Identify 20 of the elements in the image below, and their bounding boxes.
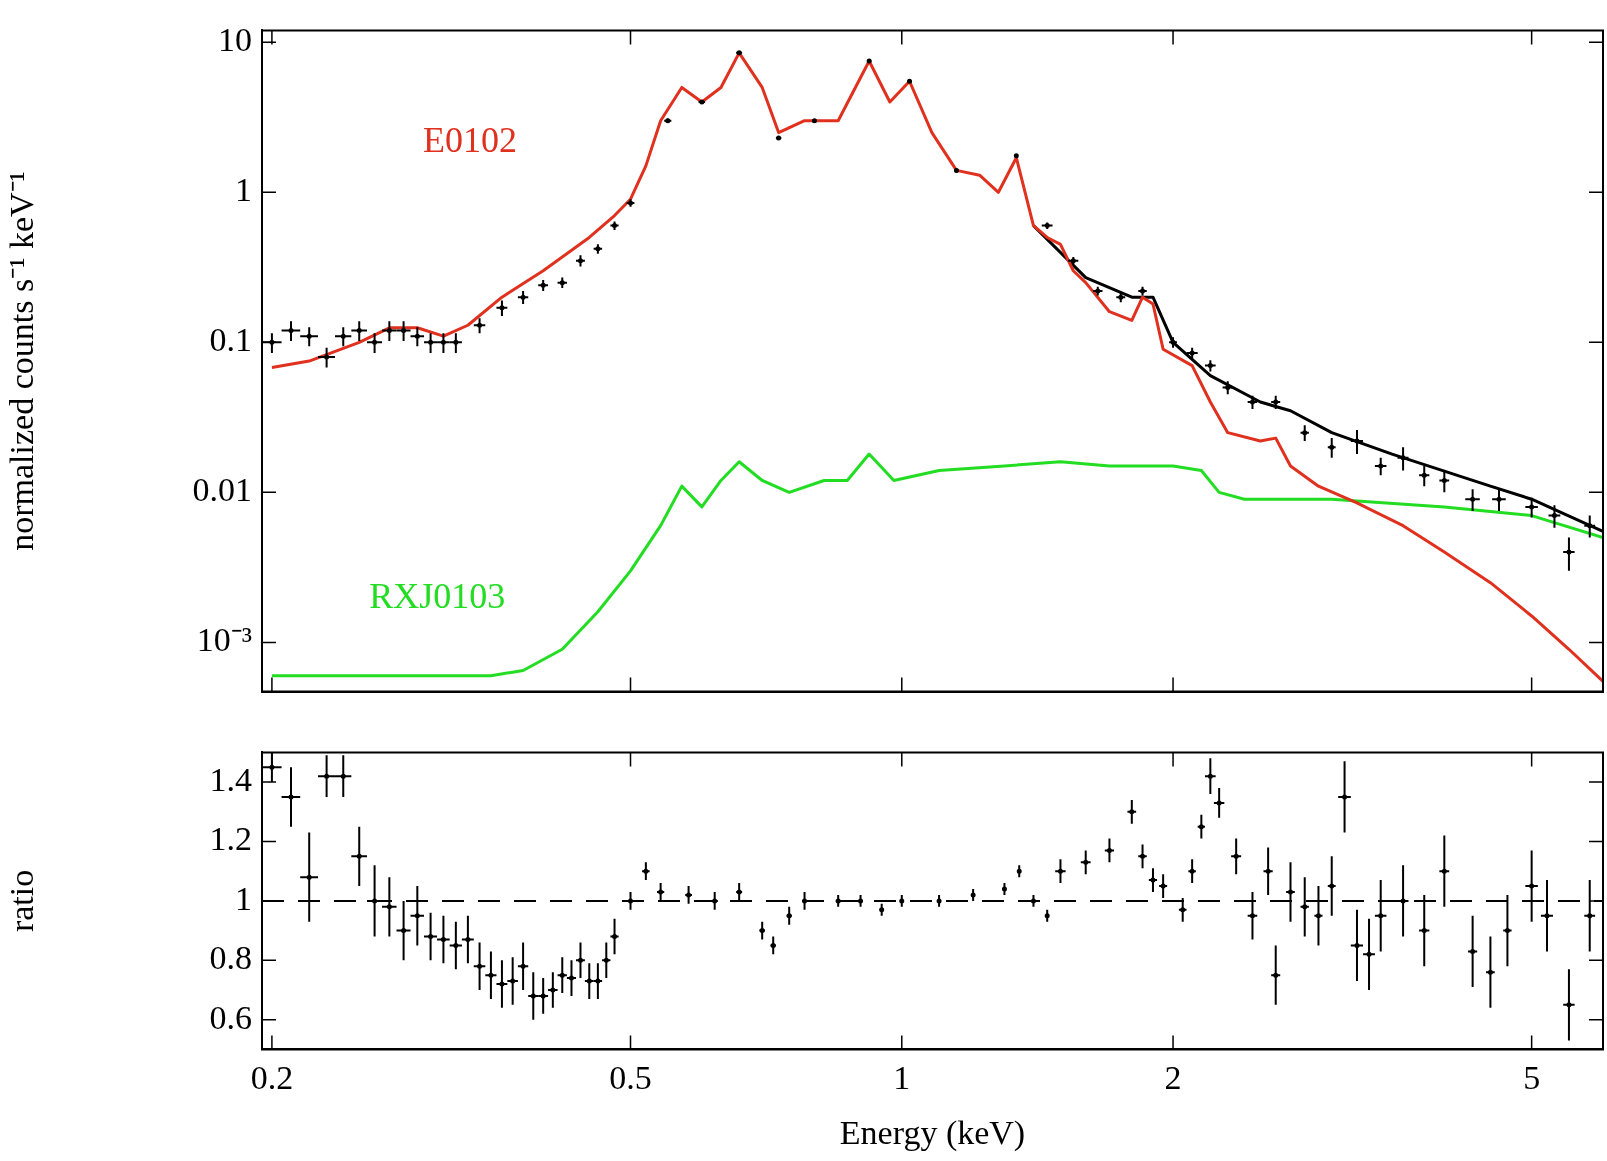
series-label: RXJ0103 xyxy=(369,576,506,617)
y-tick-label: 1 xyxy=(235,879,252,917)
y-tick-label: 1.2 xyxy=(209,820,252,858)
text: E0102 xyxy=(422,120,517,161)
y-tick-label: 10⁻³ xyxy=(196,621,252,659)
x-tick-label: 2 xyxy=(1164,1058,1182,1096)
y-tick-label: 0.8 xyxy=(209,939,252,977)
y-axis-title: ratio xyxy=(3,869,41,933)
y-tick-label: 1 xyxy=(235,171,252,209)
y-tick-label: 0.1 xyxy=(209,321,252,359)
x-tick-label: 0.2 xyxy=(250,1058,294,1096)
x-axis-title: Energy (keV) xyxy=(839,1113,1026,1152)
x-tick-label: 5 xyxy=(1523,1058,1541,1096)
y-tick-label: 10 xyxy=(218,21,252,59)
y-tick-label: 1.4 xyxy=(209,761,252,799)
y-tick-label: 0.01 xyxy=(192,471,252,509)
x-tick-label: 0.5 xyxy=(609,1058,652,1096)
y-axis-title: normalized counts s⁻¹ keV⁻¹ xyxy=(3,171,41,551)
x-tick-label: 1 xyxy=(893,1058,911,1096)
y-tick-label: 0.6 xyxy=(209,998,252,1036)
